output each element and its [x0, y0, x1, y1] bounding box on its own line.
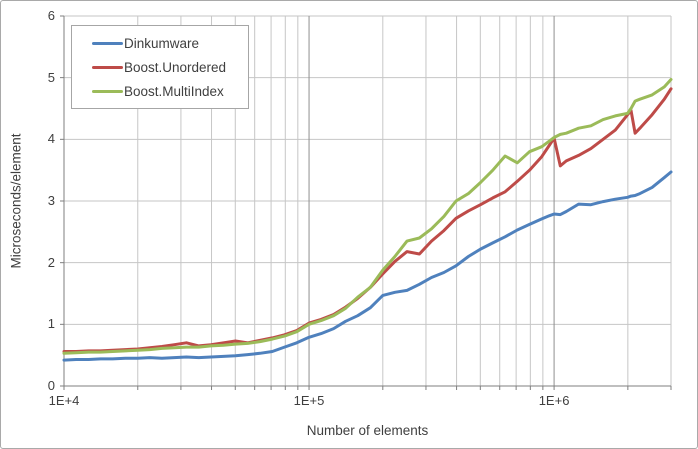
legend-label-boost-multiindex: Boost.MultiIndex	[124, 83, 224, 99]
legend-line-swatch-dinkumware	[92, 41, 123, 45]
x-axis-title: Number of elements	[306, 423, 429, 438]
series-line-boost-multiindex	[62, 78, 673, 355]
y-tick-label: 2	[47, 254, 55, 270]
y-tick-label: 5	[47, 69, 55, 85]
y-tick-label: 1	[47, 316, 55, 332]
legend: Dinkumware Boost.Unordered Boost.MultiIn…	[71, 25, 249, 109]
legend-label-dinkumware: Dinkumware	[124, 35, 200, 51]
series-line-boost-unordered	[62, 87, 673, 353]
y-tick-label: 3	[47, 193, 55, 208]
legend-line-swatch-boost-unordered	[92, 65, 123, 69]
legend-item-boost-unordered: Boost.Unordered	[92, 60, 248, 75]
legend-line-swatch-boost-multiindex	[92, 89, 123, 93]
x-tick-label: 1E+4	[48, 393, 80, 408]
series-line-dinkumware	[62, 170, 673, 362]
y-tick-label: 6	[47, 8, 55, 23]
legend-item-dinkumware: Dinkumware	[92, 36, 248, 51]
x-tick-label: 1E+5	[293, 393, 325, 408]
y-tick-label: 4	[47, 131, 55, 147]
y-axis-title: Microseconds/element	[8, 133, 24, 269]
legend-label-boost-unordered: Boost.Unordered	[124, 59, 227, 75]
legend-item-boost-multiindex: Boost.MultiIndex	[92, 84, 248, 99]
x-tick-label: 1E+6	[538, 393, 570, 408]
y-tick-label: 0	[47, 378, 55, 393]
